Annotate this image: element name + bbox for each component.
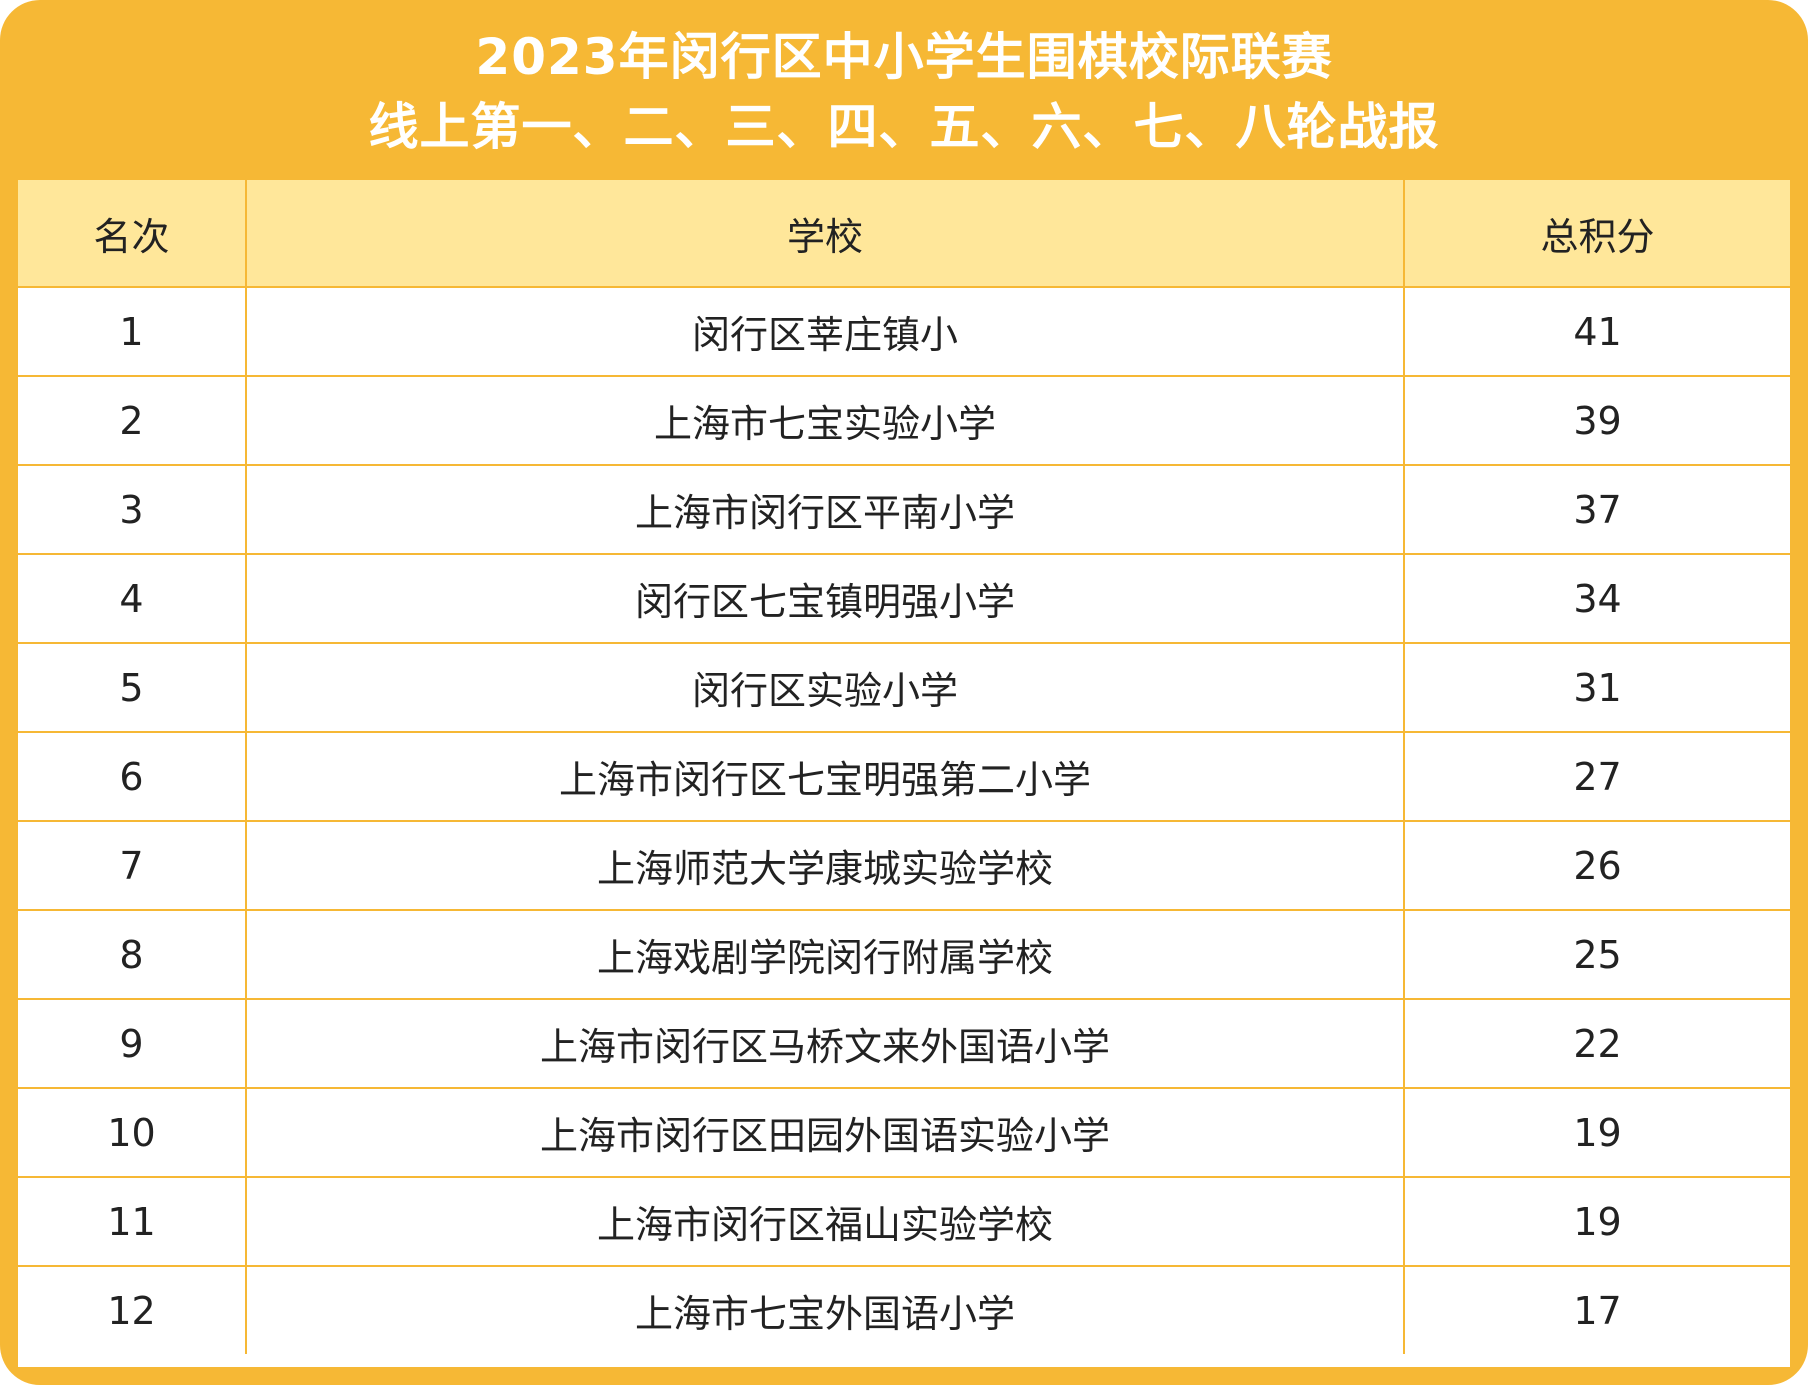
cell-score: 34: [1404, 554, 1790, 644]
cell-school: 上海市闵行区马桥文来外国语小学: [246, 999, 1405, 1089]
cell-rank: 10: [18, 1088, 247, 1178]
cell-rank: 3: [18, 465, 247, 555]
cell-score: 41: [1404, 287, 1790, 377]
cell-score: 19: [1404, 1088, 1790, 1178]
cell-school: 上海师范大学康城实验学校: [246, 821, 1405, 911]
cell-score: 22: [1404, 999, 1790, 1089]
table-row: 12 上海市七宝外国语小学 17: [18, 1266, 1790, 1354]
table-row: 7 上海师范大学康城实验学校 26: [18, 821, 1790, 911]
cell-school: 上海市闵行区平南小学: [246, 465, 1405, 555]
title-line-2: 线上第一、二、三、四、五、六、七、八轮战报: [368, 98, 1440, 156]
cell-school: 上海戏剧学院闵行附属学校: [246, 910, 1405, 1000]
cell-rank: 2: [18, 376, 247, 466]
cell-school: 闵行区实验小学: [246, 643, 1405, 733]
cell-rank: 1: [18, 287, 247, 377]
cell-school: 闵行区七宝镇明强小学: [246, 554, 1405, 644]
table-header-row: 名次 学校 总积分: [18, 180, 1790, 288]
cell-score: 17: [1573, 1288, 1622, 1333]
cell-rank: 5: [18, 643, 247, 733]
cell-school: 上海市闵行区田园外国语实验小学: [246, 1088, 1405, 1178]
table-row: 10 上海市闵行区田园外国语实验小学 19: [18, 1088, 1790, 1178]
header-rank: 名次: [18, 180, 247, 288]
cell-score: 26: [1404, 821, 1790, 911]
cell-school: 闵行区莘庄镇小: [246, 287, 1405, 377]
cell-school: 上海市闵行区福山实验学校: [246, 1177, 1405, 1267]
table-body: 1 闵行区莘庄镇小 41 2 上海市七宝实验小学 39 3 上海市闵行区平南小学…: [18, 287, 1790, 1354]
page-title: 2023年闵行区中小学生围棋校际联赛 线上第一、二、三、四、五、六、七、八轮战报: [0, 22, 1808, 162]
table-row: 4 闵行区七宝镇明强小学 34: [18, 554, 1790, 644]
ranking-table: 名次 学校 总积分 1 闵行区莘庄镇小 41 2 上海市七宝实验小学 39 3: [18, 180, 1790, 1354]
table-row: 9 上海市闵行区马桥文来外国语小学 22: [18, 999, 1790, 1089]
cell-score: 37: [1404, 465, 1790, 555]
cell-rank: 6: [18, 732, 247, 822]
cell-rank: 4: [18, 554, 247, 644]
ranking-table-container: 名次 学校 总积分 1 闵行区莘庄镇小 41 2 上海市七宝实验小学 39 3: [18, 180, 1790, 1367]
table-row: 5 闵行区实验小学 31: [18, 643, 1790, 733]
header-score: 总积分: [1404, 180, 1790, 288]
table-row: 11 上海市闵行区福山实验学校 19: [18, 1177, 1790, 1267]
table-row: 2 上海市七宝实验小学 39: [18, 376, 1790, 466]
cell-score: 39: [1404, 376, 1790, 466]
cell-school: 上海市闵行区七宝明强第二小学: [246, 732, 1405, 822]
title-line-1: 2023年闵行区中小学生围棋校际联赛: [475, 28, 1333, 86]
cell-score: 27: [1404, 732, 1790, 822]
header-school: 学校: [246, 180, 1405, 288]
cell-rank: 11: [18, 1177, 247, 1267]
table-row: 8 上海戏剧学院闵行附属学校 25: [18, 910, 1790, 1000]
cell-school: 上海市七宝实验小学: [246, 376, 1405, 466]
cell-score: 25: [1404, 910, 1790, 1000]
table-row: 6 上海市闵行区七宝明强第二小学 27: [18, 732, 1790, 822]
cell-school: 上海市七宝外国语小学: [246, 1266, 1405, 1354]
cell-score: 19: [1404, 1177, 1790, 1267]
cell-rank: 7: [18, 821, 247, 911]
cell-rank: 9: [18, 999, 247, 1089]
table-row: 1 闵行区莘庄镇小 41: [18, 287, 1790, 377]
cell-rank: 12: [18, 1266, 247, 1354]
cell-score: 31: [1404, 643, 1790, 733]
cell-rank: 8: [18, 910, 247, 1000]
table-row: 3 上海市闵行区平南小学 37: [18, 465, 1790, 555]
